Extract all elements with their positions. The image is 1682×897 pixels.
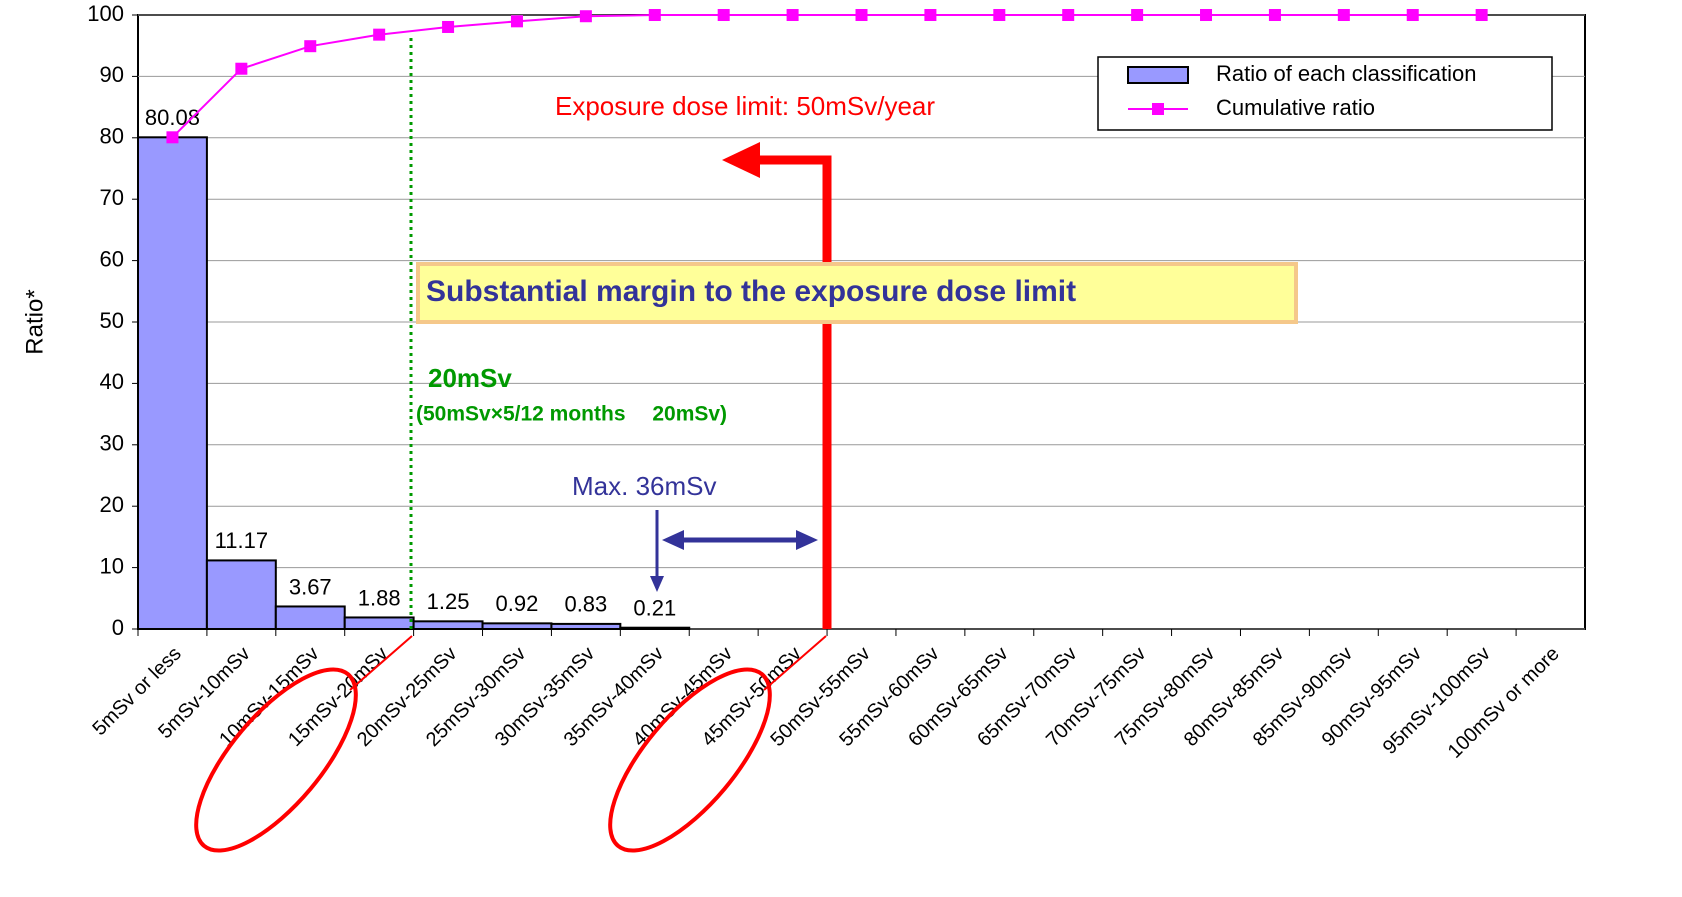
legend-swatch <box>1127 66 1189 84</box>
twenty-text: 20mSv <box>428 363 512 393</box>
data-label: 1.88 <box>358 585 401 610</box>
y-tick-label: 90 <box>100 62 124 87</box>
data-label: 0.21 <box>633 596 676 621</box>
marker <box>1200 9 1213 21</box>
marker <box>304 40 317 53</box>
marker <box>1337 9 1350 21</box>
margin-box <box>416 262 1298 324</box>
data-label: 0.92 <box>496 591 539 616</box>
twenty-note: (50mSv×5/12 months 20mSv) <box>416 403 727 426</box>
y-tick-label: 60 <box>100 246 124 271</box>
bar <box>205 559 277 630</box>
limit-text: Exposure dose limit: 50mSv/year <box>555 91 935 121</box>
marker <box>1268 9 1281 21</box>
marker <box>579 10 592 23</box>
arrow-head <box>662 530 684 550</box>
data-label: 80.08 <box>145 105 200 130</box>
bar <box>412 620 484 631</box>
marker <box>1406 9 1419 21</box>
legend-swatch <box>1152 103 1164 115</box>
data-label: 11.17 <box>215 528 268 553</box>
highlight <box>608 667 772 853</box>
y-tick-label: 30 <box>100 431 124 456</box>
marker <box>442 20 455 33</box>
bar <box>343 616 415 630</box>
bar <box>550 622 622 631</box>
y-tick-label: 80 <box>100 124 124 149</box>
legend-label: Cumulative ratio <box>1216 95 1375 120</box>
marker <box>1062 9 1075 21</box>
marker <box>993 9 1006 21</box>
data-label: 1.25 <box>427 589 470 614</box>
marker <box>786 9 799 21</box>
limit-arrow <box>750 155 832 629</box>
bar <box>137 136 208 630</box>
y-tick-label: 0 <box>112 615 124 640</box>
y-tick-label: 40 <box>100 369 124 394</box>
data-label: 0.83 <box>564 592 607 617</box>
bar <box>619 626 691 630</box>
marker <box>1131 9 1144 21</box>
data-label: 3.67 <box>289 574 332 599</box>
margin-text: Substantial margin to the exposure dose … <box>426 275 1076 308</box>
marker <box>510 15 523 28</box>
bar <box>481 622 553 630</box>
pointer <box>349 635 413 691</box>
marker <box>855 9 868 21</box>
y-tick-label: 10 <box>100 553 124 578</box>
max-text: Max. 36mSv <box>572 471 717 501</box>
arrow-head <box>722 142 760 178</box>
marker <box>166 131 179 144</box>
y-axis-label: Ratio* <box>21 289 48 354</box>
arrow-head <box>796 530 818 550</box>
y-tick-label: 70 <box>100 185 124 210</box>
y-tick-label: 50 <box>100 308 124 333</box>
marker <box>648 9 661 21</box>
marker <box>1475 9 1488 21</box>
y-tick-label: 20 <box>100 492 124 517</box>
marker <box>924 9 937 21</box>
pointer <box>763 635 827 691</box>
legend: Ratio of each classification Cumulative r… <box>1097 56 1553 131</box>
line <box>171 14 1482 139</box>
legend-label: Ratio of each classification <box>1216 61 1476 86</box>
arrow-head <box>650 576 664 592</box>
marker <box>717 9 730 21</box>
bar <box>274 605 346 630</box>
marker <box>373 28 386 41</box>
marker <box>235 62 248 75</box>
highlight <box>194 667 358 853</box>
y-tick-label: 100 <box>87 1 124 26</box>
